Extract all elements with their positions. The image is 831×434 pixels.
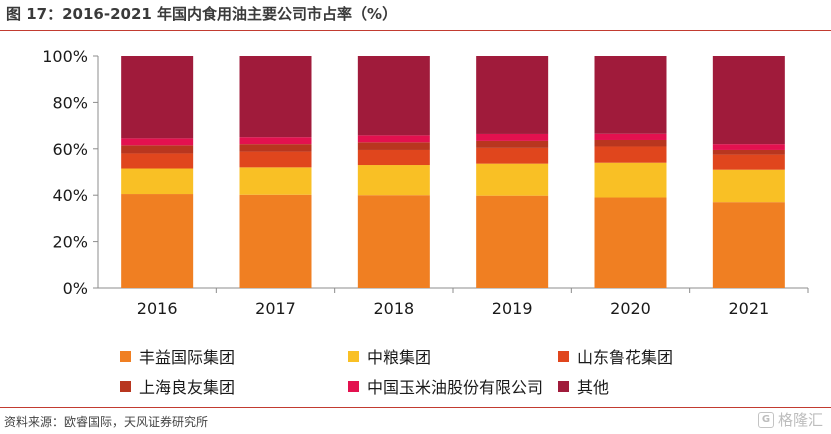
top-divider — [0, 30, 831, 31]
legend-swatch — [120, 350, 131, 362]
bar-segment — [594, 162, 667, 198]
legend-swatch — [348, 380, 359, 392]
bar-segment — [357, 165, 430, 196]
bar-segment — [712, 202, 785, 288]
bar-segment — [357, 195, 430, 288]
bar-segment — [239, 151, 312, 168]
bar-segment — [594, 197, 667, 288]
bar-segment — [476, 56, 549, 134]
y-tick-label: 40% — [52, 186, 88, 205]
bar-segment — [476, 163, 549, 196]
bar-segment — [239, 144, 312, 152]
y-tick-label: 100% — [42, 47, 88, 66]
stacked-bar-chart: 0% 20% 40% 60% 80% 100% 2016 2017 2018 2019 2020 20… — [42, 47, 809, 318]
legend-item: 上海良友集团 — [120, 374, 235, 398]
bar-segment — [712, 169, 785, 203]
bar-segment — [712, 144, 785, 150]
legend-swatch — [558, 350, 569, 362]
legend-item: 其他 — [558, 374, 609, 398]
legend-swatch — [348, 350, 359, 362]
bar-segment — [239, 137, 312, 145]
x-tick-label: 2017 — [255, 299, 296, 318]
x-tick-label: 2020 — [610, 299, 651, 318]
y-tick-label: 80% — [52, 93, 88, 112]
bar-segment — [239, 56, 312, 138]
bar-segment — [121, 168, 194, 195]
legend-label: 中国玉米油股份有限公司 — [367, 378, 544, 397]
bar-segment — [476, 195, 549, 288]
legend-label: 其他 — [577, 378, 610, 397]
bottom-divider — [0, 407, 831, 408]
x-tick-label: 2018 — [373, 299, 414, 318]
bar-segment — [357, 142, 430, 150]
x-tick-label: 2019 — [492, 299, 533, 318]
y-tick-label: 20% — [52, 233, 88, 252]
bar-segment — [594, 146, 667, 163]
bar-segment — [121, 153, 194, 169]
x-tick-label: 2016 — [137, 299, 178, 318]
watermark-text: 格隆汇 — [777, 411, 823, 429]
bar-segment — [121, 138, 194, 146]
bar-segment — [712, 149, 785, 155]
legend-item: 丰益国际集团 — [120, 344, 235, 368]
bar-segment — [121, 56, 194, 139]
legend-swatch — [120, 380, 131, 392]
legend-item: 山东鲁花集团 — [558, 344, 673, 368]
bar-segment — [594, 133, 667, 140]
chart-title: 图 17：2016-2021 年国内食用油主要公司市占率（%） — [6, 5, 398, 23]
legend-label: 丰益国际集团 — [139, 348, 236, 367]
legend-swatch — [558, 380, 569, 392]
bar-segment — [239, 167, 312, 195]
x-tick-label: 2021 — [728, 299, 769, 318]
bar-segment — [121, 194, 194, 288]
bar-segment — [712, 56, 785, 145]
bar-segment — [476, 133, 549, 141]
bar-segment — [712, 154, 785, 170]
bar-segment — [121, 145, 194, 154]
bar-segment — [476, 147, 549, 164]
y-tick-label: 0% — [63, 279, 88, 298]
legend-label: 上海良友集团 — [139, 378, 236, 397]
legend-item: 中国玉米油股份有限公司 — [348, 374, 543, 398]
watermark: G 格隆汇 — [757, 409, 823, 430]
bar-segment — [476, 140, 549, 148]
bar-segment — [594, 56, 667, 134]
bar-segment — [594, 139, 667, 147]
bar-segment — [357, 149, 430, 166]
bar-segment — [239, 194, 312, 288]
bar-segment — [357, 56, 430, 136]
watermark-logo-icon: G — [757, 411, 774, 428]
legend-label: 山东鲁花集团 — [577, 348, 674, 367]
y-tick-label: 60% — [52, 140, 88, 159]
chart-legend: 丰益国际集团 中粮集团 山东鲁花集团上海良友集团 中国玉米油股份有限公司 其他 — [120, 344, 720, 404]
legend-item: 中粮集团 — [348, 344, 431, 368]
source-note: 资料来源：欧睿国际，天风证券研究所 — [4, 415, 209, 429]
legend-label: 中粮集团 — [367, 348, 432, 367]
bar-segment — [357, 135, 430, 143]
